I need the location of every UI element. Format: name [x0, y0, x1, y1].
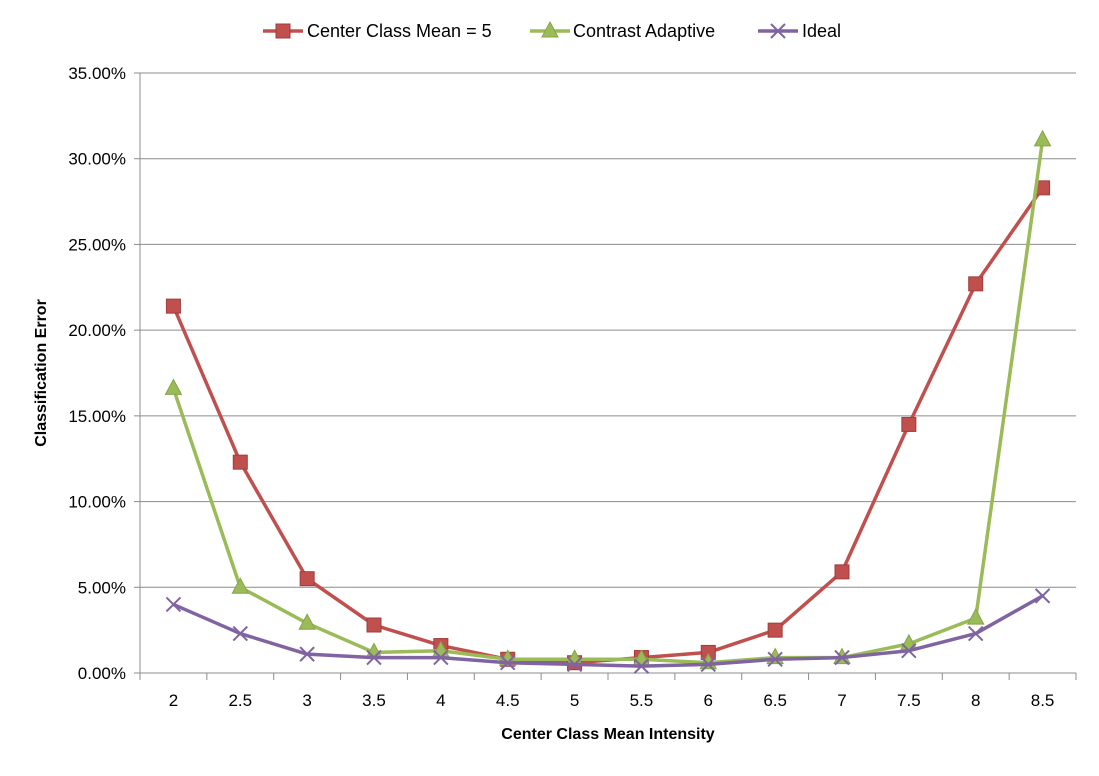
legend-label: Contrast Adaptive — [573, 21, 715, 41]
x-axis-title: Center Class Mean Intensity — [501, 726, 715, 743]
y-tick-label: 25.00% — [68, 235, 126, 254]
x-tick-label: 2 — [169, 691, 178, 710]
x-tick-label: 8 — [971, 691, 980, 710]
data-point — [968, 625, 984, 642]
y-tick-label: 15.00% — [68, 407, 126, 426]
data-point — [633, 658, 650, 674]
data-point — [767, 651, 783, 667]
data-point — [901, 643, 917, 659]
data-point — [165, 596, 182, 613]
data-point — [700, 656, 716, 673]
legend-label: Center Class Mean = 5 — [307, 21, 492, 41]
x-tick-label: 4.5 — [496, 691, 520, 710]
data-point — [298, 613, 316, 630]
data-point — [231, 577, 250, 594]
data-point — [1034, 588, 1051, 604]
series-line — [172, 594, 1044, 668]
data-point — [299, 571, 315, 587]
y-tick-label: 30.00% — [68, 150, 126, 169]
data-point — [566, 656, 583, 673]
series-2 — [164, 129, 1052, 670]
data-point — [834, 649, 850, 666]
x-tick-label: 5.5 — [630, 691, 654, 710]
data-point — [366, 649, 382, 666]
y-tick-label: 20.00% — [68, 321, 126, 340]
data-point — [232, 454, 248, 470]
data-point — [901, 416, 917, 432]
x-tick-label: 4 — [436, 691, 445, 710]
x-tick-label: 5 — [570, 691, 579, 710]
data-point — [299, 646, 315, 662]
legend-item: Center Class Mean = 5 — [263, 21, 492, 41]
y-tick-label: 5.00% — [78, 578, 126, 597]
series-3 — [165, 588, 1051, 674]
x-tick-label: 7.5 — [897, 691, 921, 710]
series-1 — [165, 180, 1051, 671]
legend-marker — [275, 23, 291, 39]
y-tick-label: 35.00% — [68, 64, 126, 83]
x-tick-label: 3 — [302, 691, 311, 710]
series-line — [171, 139, 1045, 665]
data-point — [164, 378, 183, 395]
grid-lines — [140, 72, 1076, 588]
data-point — [1033, 129, 1052, 147]
data-point — [500, 655, 516, 671]
y-tick-label: 0.00% — [78, 664, 126, 683]
data-point — [966, 608, 985, 625]
x-tick-label: 8.5 — [1031, 691, 1055, 710]
y-tick-label: 10.00% — [68, 493, 126, 512]
legend-marker — [541, 20, 559, 38]
x-tick-label: 2.5 — [228, 691, 252, 710]
legend-marker — [770, 23, 786, 39]
x-tick-label: 6.5 — [763, 691, 787, 710]
data-point — [834, 564, 850, 580]
data-point — [767, 622, 783, 638]
legend-item: Contrast Adaptive — [530, 20, 715, 41]
data-point — [165, 298, 181, 314]
legend-label: Ideal — [802, 21, 841, 41]
legend-item: Ideal — [758, 21, 841, 41]
axes: 0.00% 5.00% 10.00% 15.00% 20.00% 25.00% 30.00%… — [68, 64, 1077, 710]
x-tick-label: 6 — [704, 691, 713, 710]
x-tick-label: 3.5 — [362, 691, 386, 710]
series-group — [164, 129, 1052, 674]
data-point — [968, 276, 984, 292]
legend: Center Class Mean = 5 Contrast Adaptive Id… — [263, 20, 841, 41]
data-point — [433, 649, 449, 666]
data-point — [232, 625, 248, 642]
data-point — [366, 617, 382, 633]
x-tick-label: 7 — [837, 691, 846, 710]
y-axis-title: Classification Error — [33, 299, 50, 447]
